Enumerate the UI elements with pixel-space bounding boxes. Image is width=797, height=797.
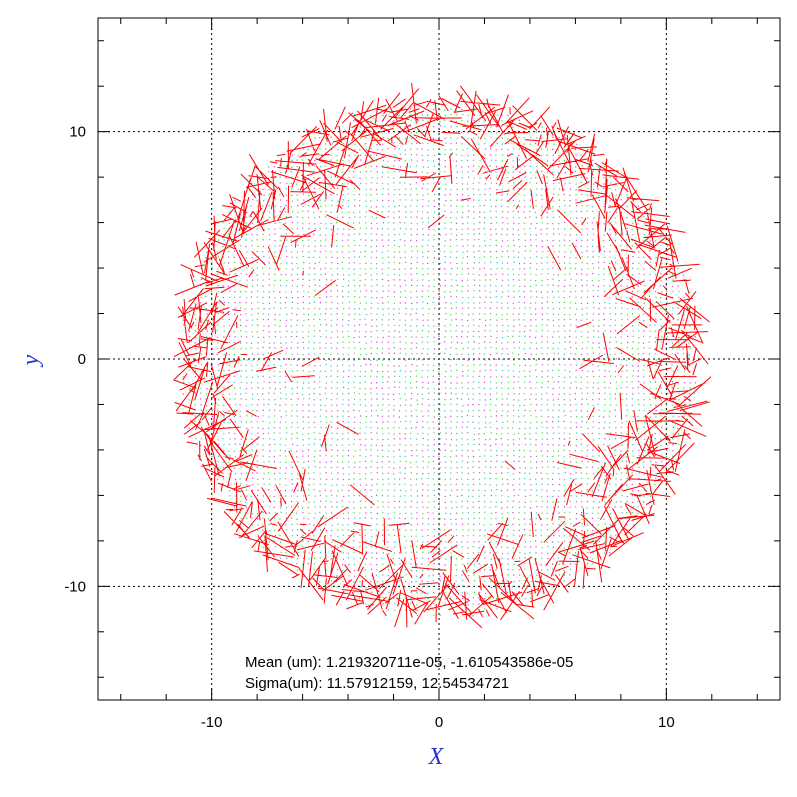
whisker-series bbox=[173, 82, 712, 629]
x-tick-label: 0 bbox=[435, 714, 443, 731]
tick-labels: -10 0 10 -10 0 10 bbox=[64, 124, 674, 731]
y-tick-label: -10 bbox=[64, 578, 86, 595]
x-tick-label: -10 bbox=[201, 714, 223, 731]
data-point-cluster bbox=[182, 102, 697, 617]
x-axis-label: X bbox=[428, 744, 445, 770]
data-points bbox=[182, 102, 697, 617]
axis-ticks bbox=[98, 18, 780, 700]
mean-annotation: Mean (um): 1.219320711e-05, -1.610543586… bbox=[245, 654, 573, 671]
x-tick-label: 10 bbox=[658, 714, 675, 731]
sigma-annotation: Sigma(um): 11.57912159, 12.54534721 bbox=[245, 675, 509, 692]
y-tick-label: 0 bbox=[78, 351, 86, 368]
y-axis-label: y bbox=[18, 354, 44, 367]
y-tick-label: 10 bbox=[69, 124, 86, 141]
whisker-vectors bbox=[173, 82, 712, 629]
